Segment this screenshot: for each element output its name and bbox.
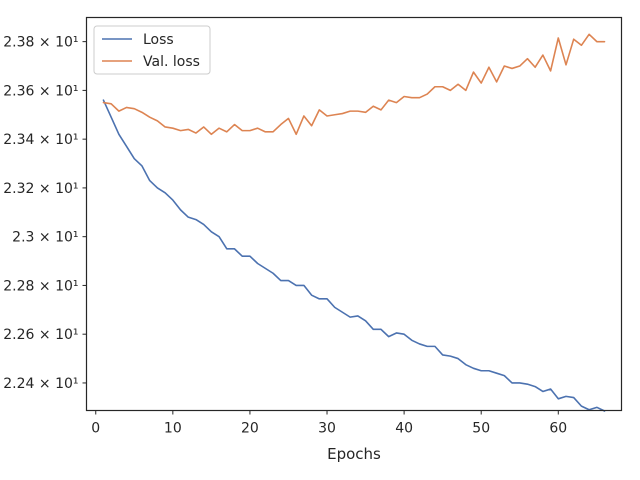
x-tick-label: 50 <box>472 421 490 437</box>
x-tick-label: 60 <box>549 421 567 437</box>
y-tick-label: 2.34 × 10¹ <box>3 132 78 148</box>
plot-lines <box>102 33 606 412</box>
plot-frame <box>85 16 623 412</box>
y-tick-label: 2.28 × 10¹ <box>3 278 78 294</box>
y-tick-label: 2.3 × 10¹ <box>12 230 78 246</box>
series-line-loss <box>102 99 606 412</box>
x-tick-label: 0 <box>91 421 100 437</box>
y-tick-label: 2.38 × 10¹ <box>3 35 78 51</box>
x-tick-label: 30 <box>318 421 336 437</box>
series-line-val-loss <box>102 33 606 136</box>
y-tick-label: 2.32 × 10¹ <box>3 181 78 197</box>
y-tick-label: 2.36 × 10¹ <box>3 83 78 99</box>
legend: Loss Val. loss <box>93 25 211 75</box>
legend-label-loss: Loss <box>143 32 174 48</box>
legend-box <box>93 25 211 75</box>
y-tick-label: 2.24 × 10¹ <box>3 376 78 392</box>
x-tick-label: 40 <box>395 421 413 437</box>
x-ticks: 0 10 20 30 40 50 60 <box>91 410 567 437</box>
x-axis-label: Epochs <box>327 445 381 463</box>
y-tick-label: 2.26 × 10¹ <box>3 327 78 343</box>
legend-label-val-loss: Val. loss <box>143 54 200 70</box>
y-tick-labels: 2.24 × 10¹ 2.26 × 10¹ 2.28 × 10¹ 2.3 × 10¹ 2… <box>3 35 87 392</box>
x-tick-label: 10 <box>164 421 182 437</box>
x-tick-label: 20 <box>241 421 259 437</box>
